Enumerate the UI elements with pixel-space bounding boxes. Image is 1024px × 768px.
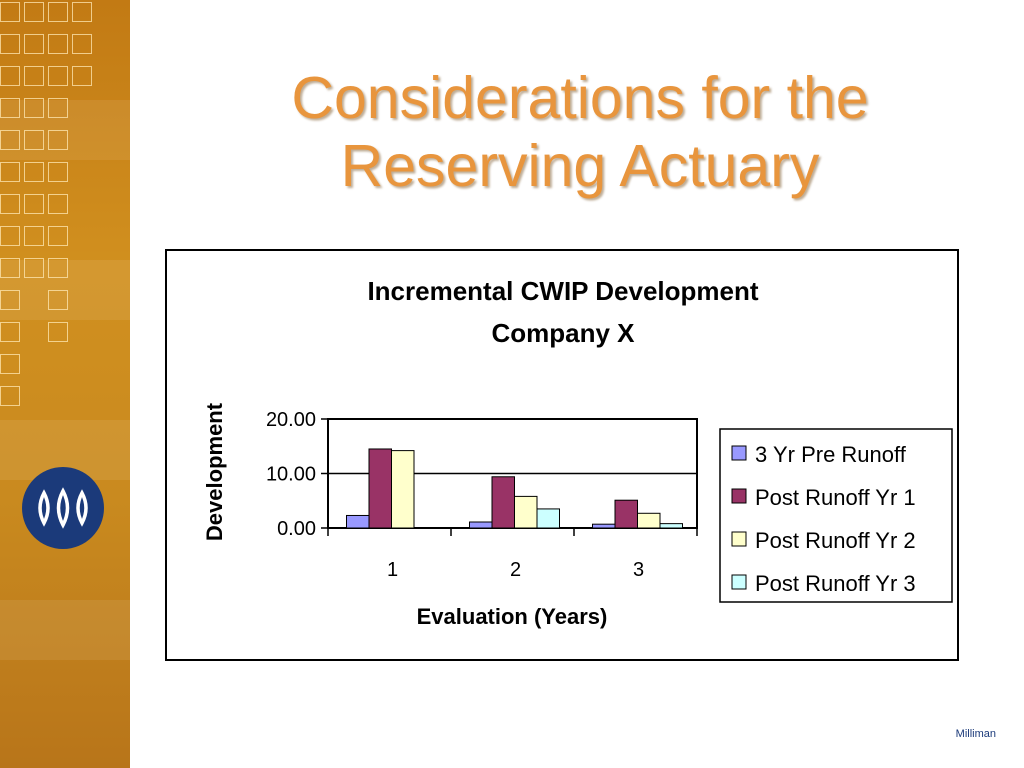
sidebar-tile [48, 162, 68, 182]
x-tick-label: 2 [510, 559, 521, 581]
sidebar-tile [72, 2, 92, 22]
milliman-logo-icon [22, 467, 104, 549]
sidebar-tile [0, 258, 20, 278]
sidebar-tile [24, 2, 44, 22]
legend-box [719, 428, 953, 603]
sidebar [0, 0, 130, 768]
chart-subtitle: Company X [491, 318, 635, 348]
x-tick-label: 1 [387, 559, 398, 581]
legend-swatch [731, 488, 747, 504]
sidebar-tile [0, 290, 20, 310]
legend-swatch [731, 445, 747, 461]
sidebar-tile [0, 226, 20, 246]
sidebar-tile [48, 34, 68, 54]
sidebar-tile [24, 194, 44, 214]
sidebar-tile [0, 162, 20, 182]
y-axis-label: Development [202, 402, 227, 541]
sidebar-tile [24, 130, 44, 150]
footer-brand: Milliman [955, 728, 996, 740]
sidebar-tile [48, 194, 68, 214]
sidebar-tile [24, 98, 44, 118]
sidebar-tile [72, 34, 92, 54]
sidebar-tile [24, 66, 44, 86]
sidebar-tile [0, 354, 20, 374]
x-tick-label: 3 [633, 559, 644, 581]
bar-4 [536, 508, 560, 529]
sidebar-tile [48, 226, 68, 246]
bar-1 [346, 514, 370, 529]
bar-2 [491, 476, 515, 529]
sidebar-tile [0, 386, 20, 406]
sidebar-tile [0, 322, 20, 342]
sidebar-tile [72, 66, 92, 86]
slide-title: Considerations for the Reserving Actuary [180, 64, 980, 200]
chart-title: Incremental CWIP Development [367, 276, 758, 306]
legend-label: 3 Yr Pre Runoff [755, 442, 907, 467]
sidebar-tile [24, 34, 44, 54]
bar-chart: Incremental CWIP Development Company X 0.0… [202, 276, 953, 629]
sidebar-tile [48, 258, 68, 278]
sidebar-tile [0, 130, 20, 150]
x-axis-label: Evaluation (Years) [417, 604, 608, 629]
bar-1 [592, 523, 616, 529]
legend-label: Post Runoff Yr 1 [755, 485, 916, 510]
legend-swatch [731, 531, 747, 547]
bar-2 [614, 499, 638, 529]
sidebar-tile [0, 66, 20, 86]
chart-frame: Incremental CWIP Development Company X 0.0… [165, 249, 959, 661]
bar-3 [391, 450, 415, 529]
sidebar-tile [48, 2, 68, 22]
sidebar-tile [24, 258, 44, 278]
bar-3 [514, 495, 538, 529]
legend-label: Post Runoff Yr 2 [755, 528, 916, 553]
sidebar-tile [48, 98, 68, 118]
y-tick-label: 10.00 [266, 464, 316, 486]
y-tick-label: 0.00 [277, 518, 316, 540]
sidebar-tile [0, 34, 20, 54]
sidebar-band [0, 600, 130, 660]
sidebar-tile [48, 130, 68, 150]
bar-3 [637, 512, 661, 529]
sidebar-tile [48, 290, 68, 310]
legend-label: Post Runoff Yr 3 [755, 571, 916, 596]
sidebar-tile [48, 66, 68, 86]
bar-4 [659, 523, 683, 529]
y-tick-label: 20.00 [266, 409, 316, 431]
sidebar-tile [48, 322, 68, 342]
slide-title-line: Reserving Actuary [340, 133, 820, 199]
sidebar-tile [0, 2, 20, 22]
sidebar-tile [0, 194, 20, 214]
bar-1 [469, 521, 493, 529]
sidebar-tile [0, 98, 20, 118]
sidebar-tile [24, 162, 44, 182]
slide-title-line: Considerations for the [291, 65, 869, 131]
bar-2 [368, 448, 392, 529]
legend-swatch [731, 574, 747, 590]
sidebar-tile [24, 226, 44, 246]
